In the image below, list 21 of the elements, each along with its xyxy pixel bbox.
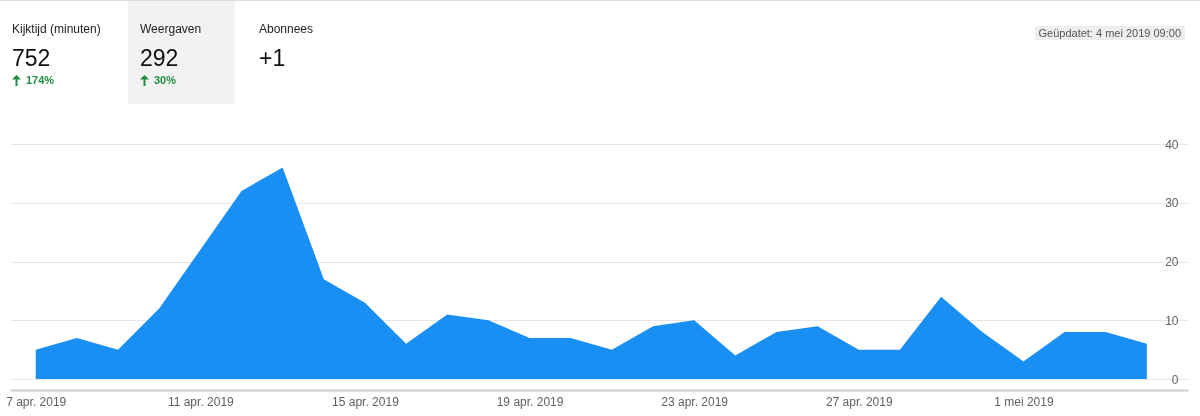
text: 292 bbox=[140, 45, 179, 72]
text: Weergaven bbox=[140, 22, 202, 36]
text: 174% bbox=[26, 74, 55, 86]
text: 752 bbox=[12, 45, 51, 72]
x-tick-label: 15 apr. 2019 bbox=[332, 394, 400, 409]
x-tick-label: 19 apr. 2019 bbox=[496, 394, 564, 409]
y-tick-label: 30 bbox=[1165, 196, 1179, 211]
y-tick-label: 20 bbox=[1165, 255, 1179, 269]
x-tick-label: 27 apr. 2019 bbox=[825, 394, 893, 409]
text: Abonnees bbox=[259, 22, 314, 36]
x-tick-label: 1 mei 2019 bbox=[994, 394, 1054, 409]
y-tick-label: 40 bbox=[1165, 137, 1179, 152]
text: 30% bbox=[154, 74, 177, 86]
text: +1 bbox=[259, 45, 286, 72]
text: Kijktijd (minuten) bbox=[12, 22, 101, 36]
y-tick-label: 10 bbox=[1165, 313, 1179, 328]
text: Geüpdatet: 4 mei 2019 09:00 bbox=[1034, 26, 1185, 40]
x-tick-label: 11 apr. 2019 bbox=[167, 394, 235, 409]
x-tick-label: 7 apr. 2019 bbox=[6, 394, 67, 409]
x-tick-label: 23 apr. 2019 bbox=[661, 394, 729, 409]
y-tick-label: 0 bbox=[1171, 372, 1179, 387]
